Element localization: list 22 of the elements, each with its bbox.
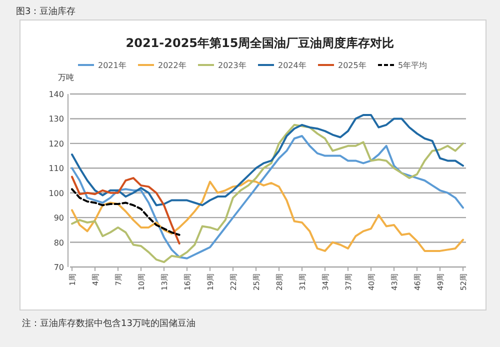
caption: 图3：豆油库存: [16, 6, 76, 17]
legend-label: 2021年: [98, 61, 126, 70]
legend-label: 2025年: [338, 61, 366, 70]
y-tick-label: 90: [54, 214, 64, 223]
legend-label: 2024年: [278, 61, 306, 70]
chart-title: 2021-2025年第15周全国油厂豆油周度库存对比: [126, 36, 394, 50]
y-tick-label: 110: [48, 164, 64, 174]
legend-label: 5年平均: [398, 61, 428, 70]
line-series: [71, 176, 180, 245]
y-tick-label: 120: [48, 139, 64, 148]
y-tick-label: 100: [48, 188, 64, 198]
y-tick-label: 80: [54, 238, 64, 248]
y-tick-label: 140: [48, 90, 64, 99]
y-axis-title: 万吨: [58, 73, 74, 82]
y-tick-label: 130: [48, 114, 64, 124]
legend-label: 2023年: [218, 61, 246, 70]
y-tick-label: 70: [54, 263, 64, 272]
legend-label: 2022年: [158, 61, 186, 70]
line-series: [71, 180, 464, 252]
line-series: [71, 188, 180, 236]
line-series: [71, 114, 464, 206]
text: 注：豆油库存数据中包含13万吨的国储豆油: [22, 318, 196, 329]
